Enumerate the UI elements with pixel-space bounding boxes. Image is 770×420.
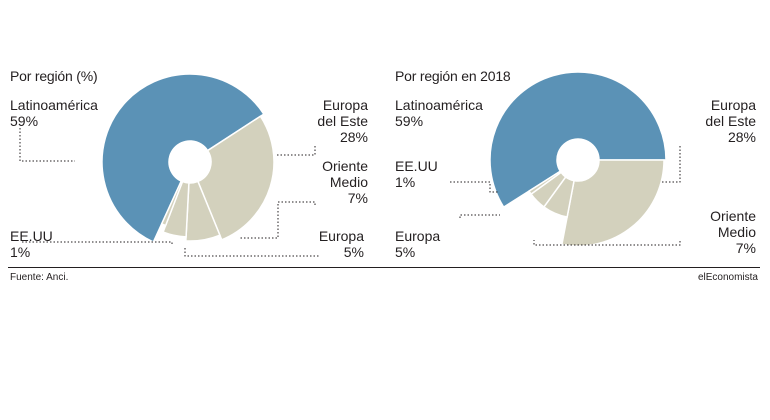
label-latinoamerica-2: Latinoamérica 59% (395, 97, 483, 129)
label-value: 7% (735, 240, 756, 256)
leader-line (240, 201, 316, 239)
label-value: 59% (10, 113, 39, 129)
label-value: 1% (10, 244, 31, 260)
leader-line (459, 214, 500, 218)
pie-slice-europa-del-este (561, 159, 665, 247)
pie-slice-europa-del-este (196, 115, 275, 241)
pie-slice-ee-uu (160, 180, 184, 227)
label-value: 7% (347, 190, 368, 206)
leader-line (662, 146, 681, 183)
label-value: 59% (395, 113, 424, 129)
label-europa-del-este-1: Europa del Este 28% (317, 97, 368, 145)
pie-slice-latinoam-rica (101, 73, 265, 244)
footer-rule (8, 267, 760, 268)
label-europa-2: Europa 5% (395, 228, 440, 260)
pie-slice-ee-uu (527, 170, 563, 196)
label-name: EE.UU (395, 158, 438, 174)
label-latinoamerica-1: Latinoamérica 59% (10, 97, 98, 129)
leader-line (275, 146, 316, 156)
brand-credit: elEconomista (697, 272, 758, 283)
leader-lines (19, 128, 681, 257)
label-europa-del-este-2: Europa del Este 28% (705, 97, 756, 145)
leader-line (22, 241, 173, 246)
label-value: 28% (339, 129, 368, 145)
label-value: 28% (727, 129, 756, 145)
label-name-line1: Oriente (322, 158, 368, 174)
chart-title-1: Por región (%) (10, 68, 98, 84)
label-eeuu-2: EE.UU 1% (395, 158, 438, 190)
pie-slice-latinoam-rica (489, 71, 667, 209)
label-value: 5% (395, 244, 416, 260)
label-name-line1: Oriente (710, 208, 756, 224)
leader-line (533, 240, 681, 246)
pie-chart-por-region (101, 73, 275, 244)
label-name-line1: Europa (710, 97, 756, 113)
label-eeuu-1: EE.UU 1% (10, 228, 53, 260)
label-name-line2: del Este (705, 113, 756, 129)
label-name: Latinoamérica (10, 97, 98, 113)
label-oriente-medio-2: Oriente Medio 7% (710, 208, 756, 256)
label-name-line2: del Este (317, 113, 368, 129)
label-europa-1: Europa 5% (319, 228, 364, 260)
label-name-line2: Medio (717, 224, 756, 240)
label-value: 1% (395, 174, 416, 190)
source-note: Fuente: Anci. (10, 272, 69, 283)
label-name-line1: Europa (322, 97, 368, 113)
label-name-line2: Medio (329, 174, 368, 190)
label-name: Latinoamérica (395, 97, 483, 113)
label-value: 5% (343, 244, 364, 260)
leader-line (450, 181, 498, 193)
leader-line (19, 128, 75, 162)
label-name: Europa (395, 228, 441, 244)
chart-title-2: Por región en 2018 (395, 68, 511, 84)
leader-line (184, 248, 320, 257)
label-oriente-medio-1: Oriente Medio 7% (322, 158, 368, 206)
label-name: EE.UU (10, 228, 53, 244)
pie-chart-por-region-2018 (489, 71, 667, 247)
label-name: Europa (318, 228, 364, 244)
